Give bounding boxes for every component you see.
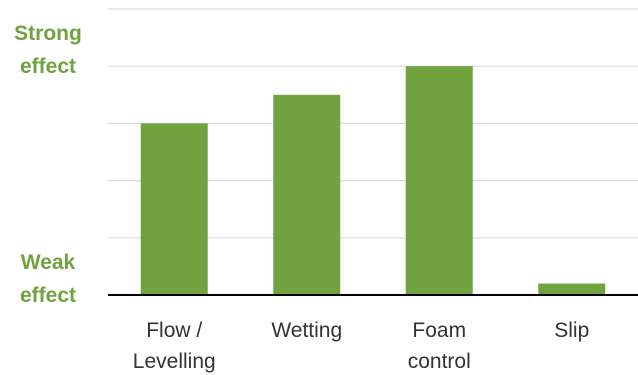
x-tick-label-line: Foam (412, 319, 466, 342)
x-tick-label-line: Wetting (271, 319, 342, 342)
x-tick-label-line: Flow / (146, 319, 202, 342)
x-tick-label-line: Levelling (133, 350, 216, 373)
y-tick-label: Strong effect (14, 22, 82, 78)
bar (273, 94, 341, 295)
x-tick-label: Slip (554, 319, 589, 342)
y-tick-label-line: Strong (14, 22, 82, 45)
y-tick-label-line: Weak (21, 251, 76, 274)
x-tick-label-line: control (408, 350, 471, 373)
y-tick-label-line: effect (20, 284, 76, 307)
x-tick-label: Flow / Levelling (133, 319, 216, 373)
x-tick-labels: Flow / Levelling Wetting Foam control Slip (133, 319, 589, 373)
y-tick-label: Weak effect (20, 251, 76, 307)
y-tick-label-line: effect (20, 55, 76, 78)
x-tick-label: Wetting (271, 319, 342, 342)
bars (140, 66, 606, 296)
bar (405, 66, 473, 295)
bar (140, 123, 208, 296)
x-tick-label: Foam control (408, 319, 471, 373)
bar (538, 283, 606, 295)
y-tick-labels: Strong effect Weak effect (14, 22, 82, 307)
x-tick-label-line: Slip (554, 319, 589, 342)
